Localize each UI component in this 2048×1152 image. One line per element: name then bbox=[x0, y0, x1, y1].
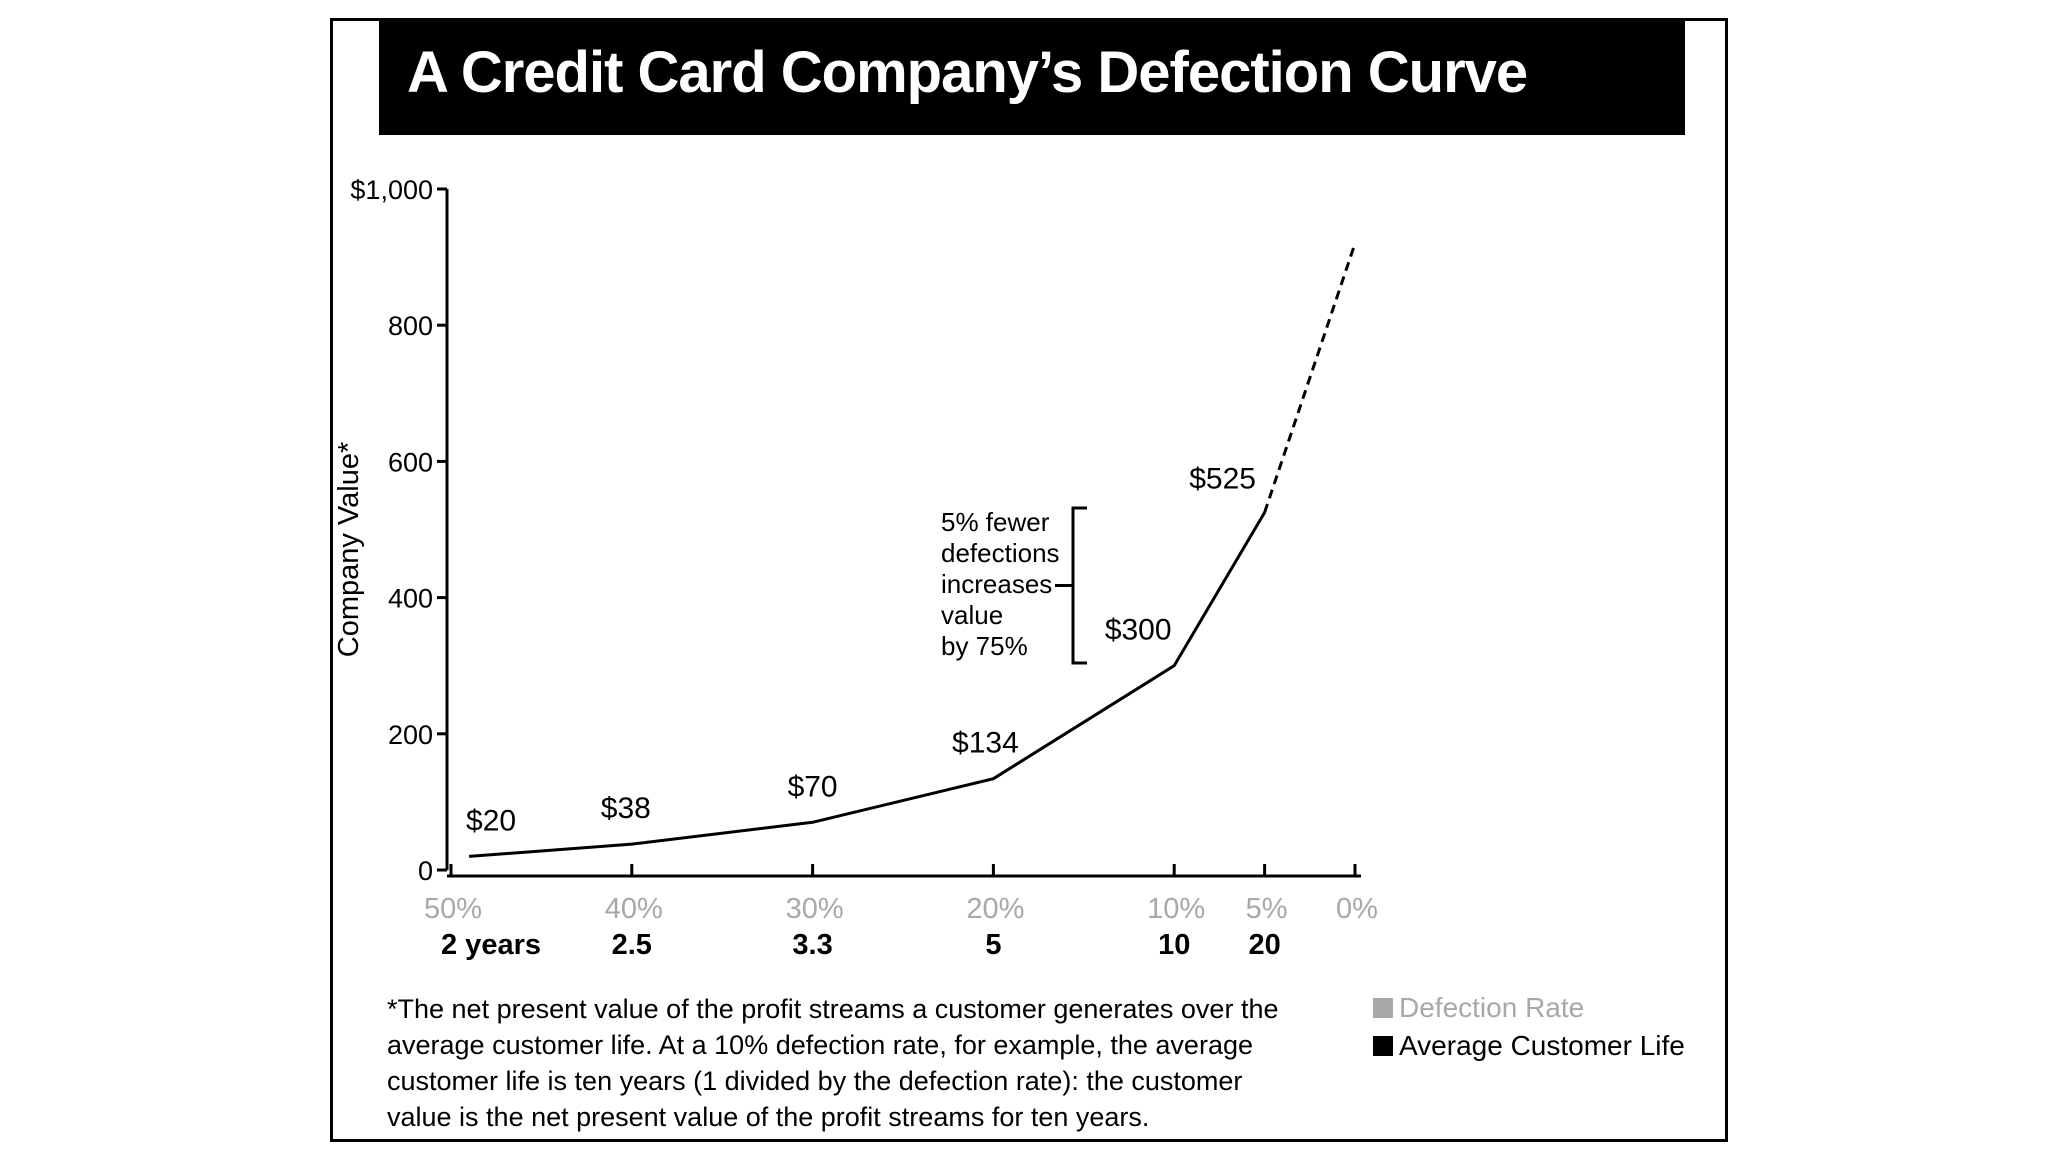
x-tick-label-defection-rate: 0% bbox=[1336, 893, 1378, 925]
footnote-line: customer life is ten years (1 divided by… bbox=[387, 1066, 1243, 1096]
annotation-text: defections bbox=[941, 538, 1060, 568]
data-label: $525 bbox=[1189, 462, 1256, 495]
x-tick-label-customer-life: 10 bbox=[1158, 929, 1190, 961]
footnote-line: value is the net present value of the pr… bbox=[387, 1102, 1150, 1132]
legend-swatch-black bbox=[1373, 1036, 1393, 1056]
annotation-text: 5% fewer bbox=[941, 507, 1050, 537]
y-axis-label: Company Value* bbox=[333, 442, 365, 657]
footnote-line: *The net present value of the profit str… bbox=[387, 994, 1279, 1024]
x-tick-label-defection-rate: 10% bbox=[1147, 893, 1205, 925]
footnote: *The net present value of the profit str… bbox=[387, 991, 1307, 1135]
chart-figure: A Credit Card Company’s Defection Curve … bbox=[330, 18, 1728, 1142]
series-line-solid bbox=[468, 511, 1266, 858]
y-tick-label: 400 bbox=[388, 584, 433, 614]
data-label: $70 bbox=[788, 770, 838, 803]
chart-title: A Credit Card Company’s Defection Curve bbox=[407, 40, 1528, 105]
legend-item-defection-rate: Defection Rate bbox=[1373, 989, 1685, 1027]
annotation-bracket bbox=[1071, 506, 1087, 665]
legend-swatch-gray bbox=[1373, 998, 1393, 1018]
legend-item-customer-life: Average Customer Life bbox=[1373, 1027, 1685, 1065]
series-line-dashed bbox=[1263, 243, 1357, 513]
data-label: $38 bbox=[601, 792, 651, 825]
data-label: $300 bbox=[1105, 614, 1172, 647]
y-tick-label: 600 bbox=[388, 447, 433, 477]
annotation-text: value bbox=[941, 600, 1003, 630]
x-tick-label-defection-rate: 30% bbox=[786, 893, 844, 925]
data-label: $20 bbox=[466, 804, 516, 837]
y-tick-label: 200 bbox=[388, 720, 433, 750]
y-tick-label: 800 bbox=[388, 311, 433, 341]
x-tick-label-defection-rate: 20% bbox=[966, 893, 1024, 925]
legend-label: Defection Rate bbox=[1399, 992, 1585, 1023]
x-tick-label-customer-life: 3.3 bbox=[792, 929, 832, 961]
y-tick-label: $1,000 bbox=[350, 175, 433, 205]
x-tick-label-defection-rate: 40% bbox=[605, 893, 663, 925]
annotation-text: increases bbox=[941, 569, 1052, 599]
annotation-text: by 75% bbox=[941, 631, 1028, 661]
x-tick-label-defection-rate: 50% bbox=[424, 893, 482, 925]
title-bar: A Credit Card Company’s Defection Curve bbox=[379, 21, 1685, 135]
x-tick-label-customer-life: 20 bbox=[1248, 929, 1280, 961]
x-tick-label-customer-life: 5 bbox=[985, 929, 1001, 961]
footnote-line: average customer life. At a 10% defectio… bbox=[387, 1030, 1253, 1060]
x-tick-label-customer-life: 2 years bbox=[441, 929, 541, 961]
x-tick-label-customer-life: 2.5 bbox=[612, 929, 652, 961]
legend: Defection Rate Average Customer Life bbox=[1373, 989, 1685, 1065]
x-tick-label-defection-rate: 5% bbox=[1246, 893, 1288, 925]
legend-label: Average Customer Life bbox=[1399, 1030, 1685, 1061]
y-tick-label: 0 bbox=[418, 856, 433, 886]
data-label: $134 bbox=[952, 727, 1019, 760]
